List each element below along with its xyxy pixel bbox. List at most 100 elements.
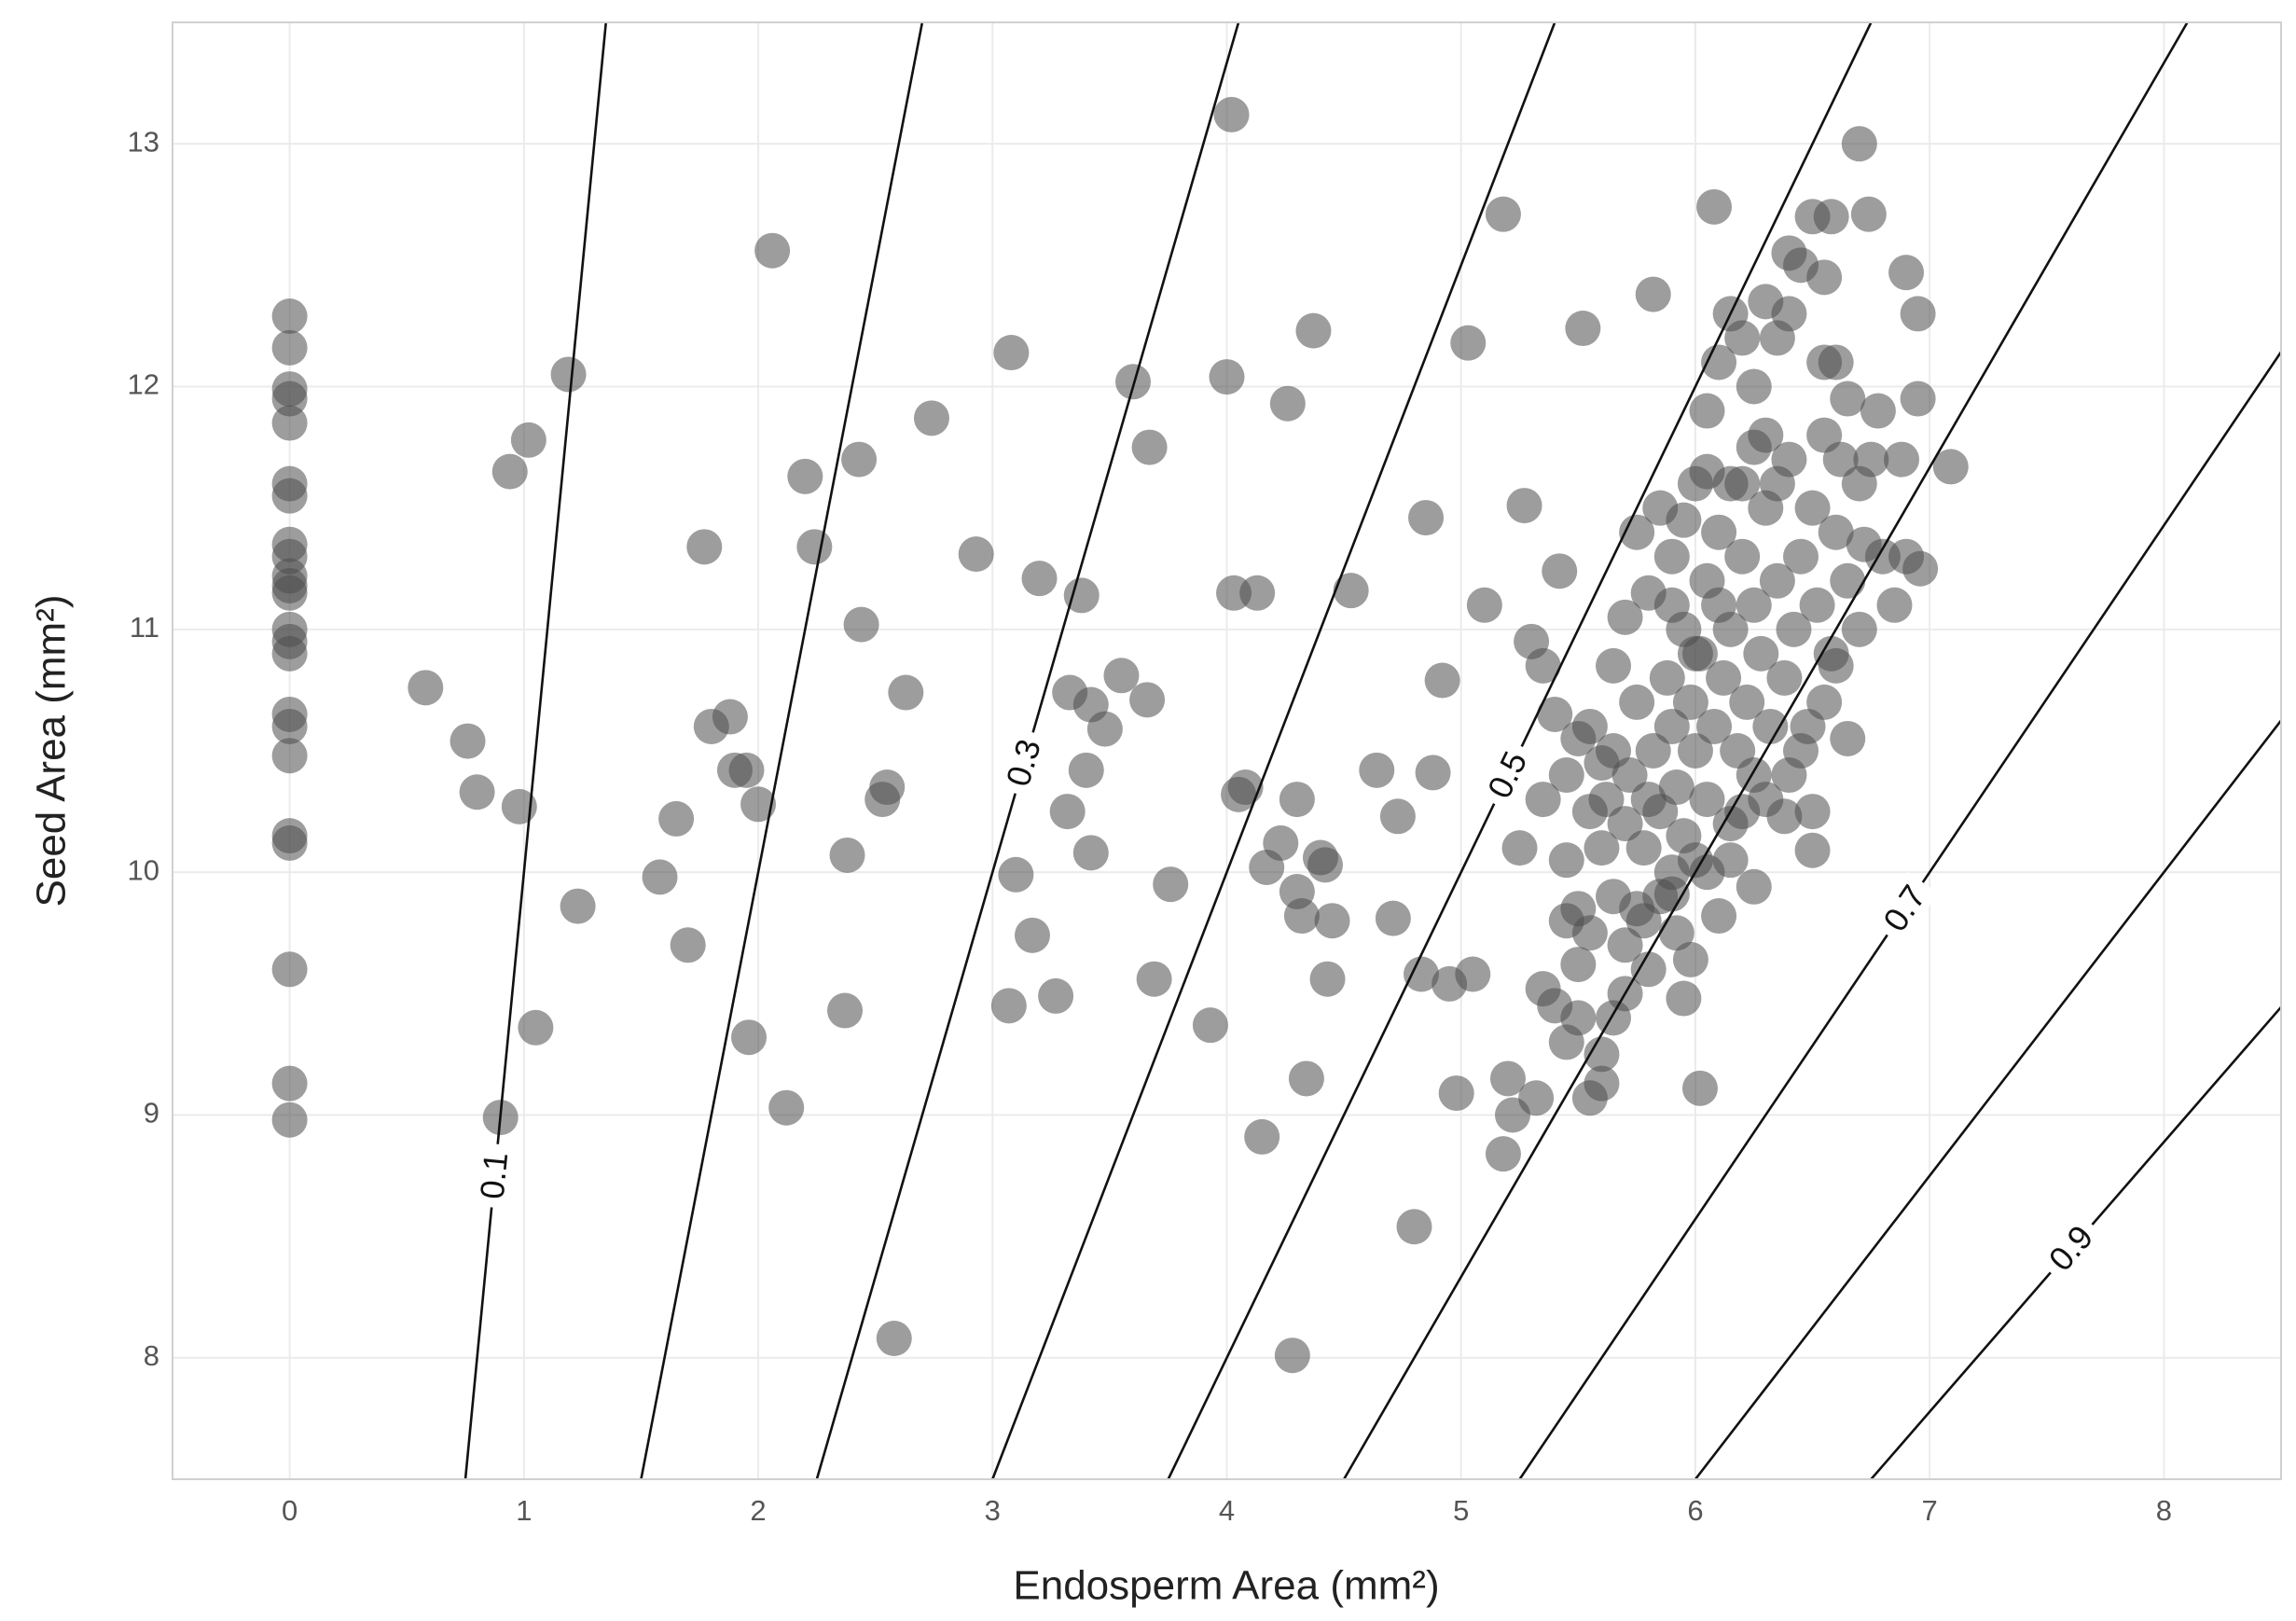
y-tick-label: 11: [130, 611, 159, 644]
point: [1794, 832, 1831, 868]
point: [1548, 757, 1584, 794]
point: [1666, 502, 1702, 538]
point: [459, 774, 495, 810]
point: [1701, 344, 1737, 381]
point: [1153, 866, 1189, 903]
point: [796, 529, 833, 565]
point: [1103, 658, 1140, 694]
point: [1537, 696, 1573, 732]
contour-line: [1342, 22, 2189, 1479]
point: [787, 458, 823, 494]
point: [271, 1101, 308, 1138]
point: [754, 232, 791, 269]
point: [1818, 647, 1854, 684]
point: [1794, 490, 1831, 526]
point: [1850, 196, 1887, 232]
point: [271, 1065, 308, 1101]
point: [271, 824, 308, 861]
point: [1424, 662, 1460, 699]
contour-label-bg: [473, 1142, 517, 1210]
point: [450, 723, 486, 759]
point: [1560, 720, 1597, 756]
y-tick-label: 9: [144, 1097, 159, 1129]
point: [686, 529, 723, 565]
point: [1596, 647, 1632, 684]
point: [1485, 1136, 1521, 1172]
point: [1653, 587, 1690, 623]
point: [1748, 782, 1784, 818]
point: [1653, 538, 1690, 575]
point: [1571, 794, 1608, 830]
point: [1706, 659, 1742, 696]
point: [1932, 449, 1969, 485]
point: [1813, 199, 1849, 235]
point: [1239, 575, 1276, 611]
point: [1129, 682, 1166, 718]
point: [1696, 708, 1733, 744]
point: [712, 699, 748, 735]
point: [1213, 96, 1250, 132]
point: [1192, 1007, 1228, 1044]
point: [993, 335, 1030, 371]
point: [1404, 956, 1440, 992]
point: [829, 837, 865, 873]
point: [1485, 196, 1521, 232]
point: [1455, 956, 1491, 992]
point: [869, 769, 906, 806]
point: [1818, 514, 1854, 550]
point: [271, 381, 308, 417]
point: [642, 859, 678, 895]
point: [271, 478, 308, 514]
point: [1625, 903, 1662, 939]
point: [1689, 453, 1725, 490]
point: [1086, 711, 1123, 747]
point: [1560, 947, 1597, 983]
point: [728, 752, 765, 788]
point: [998, 856, 1034, 893]
point: [990, 988, 1027, 1024]
point: [1841, 611, 1877, 647]
point: [491, 453, 528, 490]
point: [1584, 1036, 1620, 1073]
point: [271, 405, 308, 441]
x-tick-label: 5: [1453, 1494, 1469, 1527]
points: [271, 96, 1969, 1374]
point: [1689, 782, 1725, 818]
point: [876, 1321, 912, 1357]
point: [958, 536, 994, 573]
point: [1782, 538, 1819, 575]
point: [1501, 830, 1538, 866]
point: [1072, 835, 1109, 871]
point: [740, 786, 777, 823]
point: [1888, 538, 1925, 575]
contour-line: [1518, 349, 2281, 1479]
point: [1379, 798, 1416, 835]
x-tick-label: 2: [750, 1494, 766, 1527]
point: [1729, 684, 1765, 720]
point: [271, 708, 308, 744]
point: [1853, 441, 1889, 478]
point: [1571, 915, 1608, 951]
y-tick-label: 12: [128, 368, 159, 401]
y-axis-title: Seed Area (mm²): [29, 595, 75, 907]
point: [658, 800, 695, 837]
x-tick-label: 7: [1922, 1494, 1938, 1527]
point: [1771, 235, 1807, 271]
point: [1888, 255, 1925, 291]
point: [1466, 587, 1502, 623]
point: [271, 635, 308, 672]
point: [271, 738, 308, 774]
point: [1607, 599, 1643, 635]
point: [1701, 587, 1737, 623]
contour-label-bg: [2036, 1212, 2107, 1285]
point: [1658, 915, 1694, 951]
contour-label-bg: [1872, 871, 1939, 946]
point: [1584, 830, 1620, 866]
point: [1021, 561, 1058, 597]
point: [1806, 344, 1843, 381]
point: [1672, 941, 1708, 977]
contour-label: 0.1: [473, 1142, 517, 1210]
point: [1846, 526, 1882, 562]
point: [1209, 359, 1245, 395]
